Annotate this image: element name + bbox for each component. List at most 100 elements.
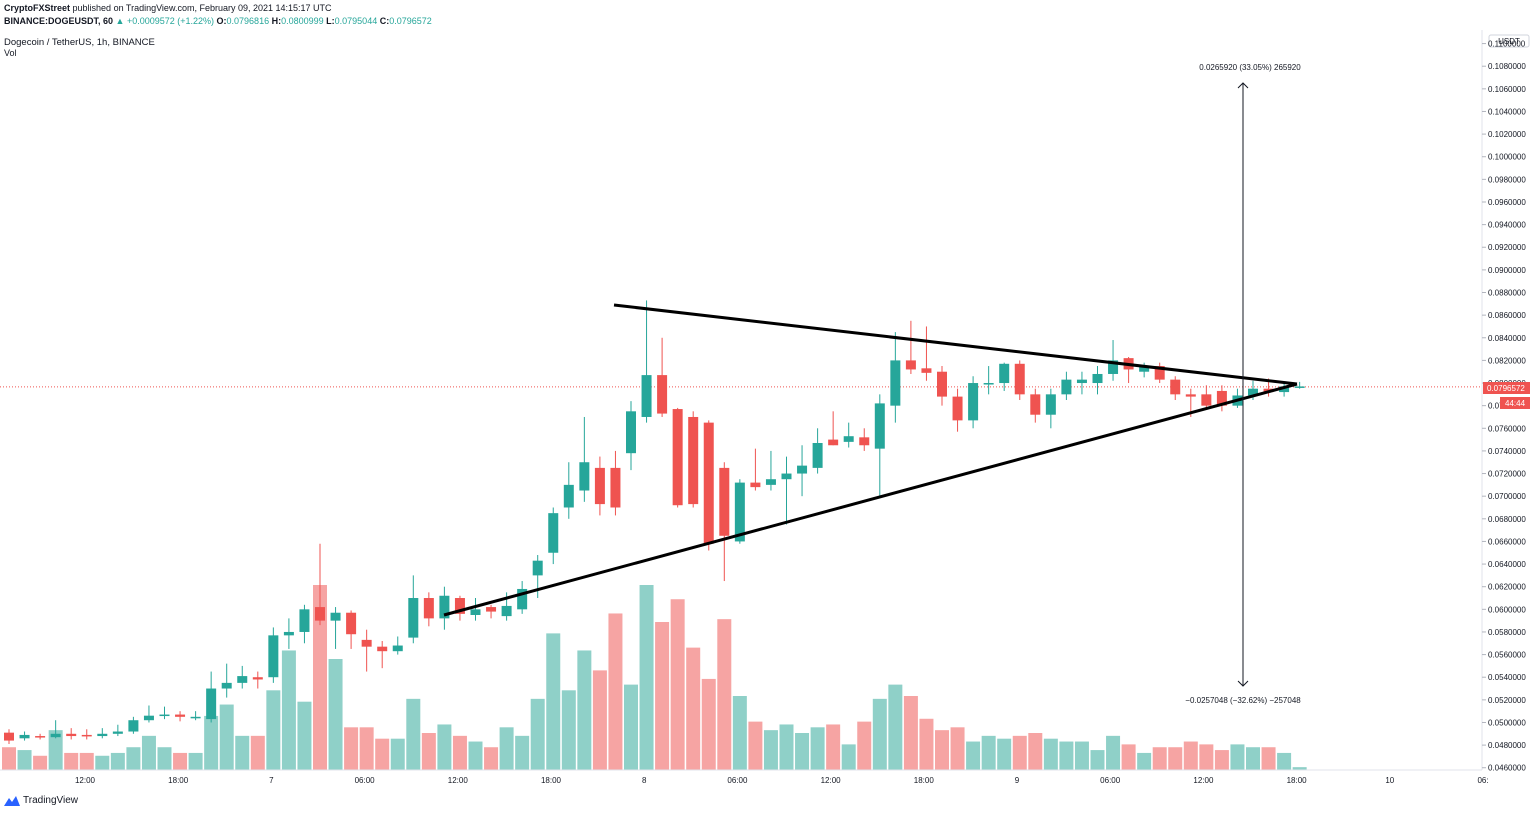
candle[interactable] <box>937 366 947 406</box>
candle[interactable] <box>50 720 61 739</box>
candle[interactable] <box>4 729 14 744</box>
time-tick-label: 06:00 <box>355 776 376 785</box>
candle[interactable] <box>610 450 621 516</box>
price-tick-label: 0.1060000 <box>1488 85 1526 94</box>
candle[interactable] <box>1108 340 1119 381</box>
candle[interactable] <box>81 729 92 740</box>
candle[interactable] <box>750 448 761 491</box>
candle[interactable] <box>346 610 357 649</box>
volume-bar <box>966 741 981 770</box>
candle-body <box>268 635 279 678</box>
candle[interactable] <box>765 450 776 491</box>
candle[interactable] <box>843 422 854 448</box>
measure-lower-label: −0.0257048 (−32.62%) −257048 <box>1185 696 1301 705</box>
candle[interactable] <box>517 581 528 614</box>
candle[interactable] <box>688 411 699 508</box>
candle[interactable] <box>315 543 325 626</box>
candle[interactable] <box>299 604 310 644</box>
candle[interactable] <box>19 731 30 741</box>
candle[interactable] <box>361 629 372 672</box>
candle[interactable] <box>1045 388 1056 429</box>
candle[interactable] <box>672 407 683 508</box>
candle[interactable] <box>1154 362 1165 384</box>
candle[interactable] <box>377 641 388 669</box>
candle[interactable] <box>859 428 870 451</box>
candle[interactable] <box>812 428 823 474</box>
candle[interactable] <box>548 507 559 565</box>
candle[interactable] <box>983 366 994 395</box>
candle[interactable] <box>143 705 154 723</box>
candle[interactable] <box>1216 385 1227 412</box>
time-tick-label: 12:00 <box>448 776 469 785</box>
publisher-name[interactable]: CryptoFXStreet <box>4 3 71 13</box>
candle[interactable] <box>641 300 652 423</box>
candle[interactable] <box>470 598 481 621</box>
footer-brand[interactable]: TradingView <box>23 795 79 806</box>
candle[interactable] <box>734 479 745 544</box>
candle[interactable] <box>283 618 294 649</box>
candle[interactable] <box>952 388 963 432</box>
candle[interactable] <box>66 728 77 740</box>
candle[interactable] <box>890 332 901 423</box>
candle[interactable] <box>905 320 916 374</box>
candle[interactable] <box>1076 371 1087 395</box>
candle[interactable] <box>454 595 465 621</box>
candle-body <box>330 612 341 621</box>
candle[interactable] <box>874 394 885 497</box>
candle[interactable] <box>626 401 636 471</box>
candle[interactable] <box>252 671 263 689</box>
candle[interactable] <box>1014 360 1025 400</box>
volume-bar <box>499 727 514 770</box>
candle[interactable] <box>1279 381 1290 397</box>
candle[interactable] <box>128 716 139 734</box>
price-tick-label: 0.0560000 <box>1488 651 1526 660</box>
candle[interactable] <box>1294 381 1305 389</box>
candle[interactable] <box>968 376 979 429</box>
candle[interactable] <box>112 724 123 737</box>
candle[interactable] <box>781 456 792 525</box>
candle[interactable] <box>999 362 1010 391</box>
candle[interactable] <box>579 416 590 502</box>
candle[interactable] <box>486 604 497 619</box>
candle[interactable] <box>439 586 450 630</box>
candle-body <box>843 436 854 442</box>
candle[interactable] <box>175 711 186 722</box>
candle[interactable] <box>1061 371 1072 400</box>
candle-body <box>1201 394 1212 406</box>
candle-body <box>874 403 885 449</box>
candle[interactable] <box>828 411 839 446</box>
candle[interactable] <box>35 733 46 740</box>
currency-box[interactable] <box>1488 34 1530 48</box>
triangle-lower-line[interactable] <box>443 382 1298 617</box>
candle[interactable] <box>1170 376 1181 400</box>
candle[interactable] <box>330 607 341 649</box>
tradingview-logo-icon[interactable] <box>4 795 20 806</box>
candle[interactable] <box>159 706 170 720</box>
candle[interactable] <box>797 445 808 497</box>
candle-body <box>626 411 636 454</box>
candle[interactable] <box>392 636 403 655</box>
candle[interactable] <box>268 627 279 683</box>
candle[interactable] <box>423 592 434 627</box>
candle[interactable] <box>921 326 932 381</box>
candle[interactable] <box>703 420 714 551</box>
candle[interactable] <box>221 663 232 698</box>
candle[interactable] <box>1201 385 1212 408</box>
triangle-upper-line[interactable] <box>613 303 1298 386</box>
candle[interactable] <box>1092 366 1103 395</box>
candle[interactable] <box>657 337 668 417</box>
price-tick-label: 0.0980000 <box>1488 175 1526 184</box>
candle[interactable] <box>190 711 201 721</box>
candle[interactable] <box>563 462 574 519</box>
candle[interactable] <box>594 456 605 516</box>
candle[interactable] <box>719 462 730 582</box>
candle[interactable] <box>1123 357 1134 384</box>
candle[interactable] <box>97 728 108 739</box>
candle-body <box>423 598 434 619</box>
candle[interactable] <box>206 671 217 723</box>
candle[interactable] <box>408 575 419 644</box>
volume-bar <box>328 659 343 770</box>
candle[interactable] <box>237 665 248 689</box>
candle[interactable] <box>1030 388 1041 423</box>
